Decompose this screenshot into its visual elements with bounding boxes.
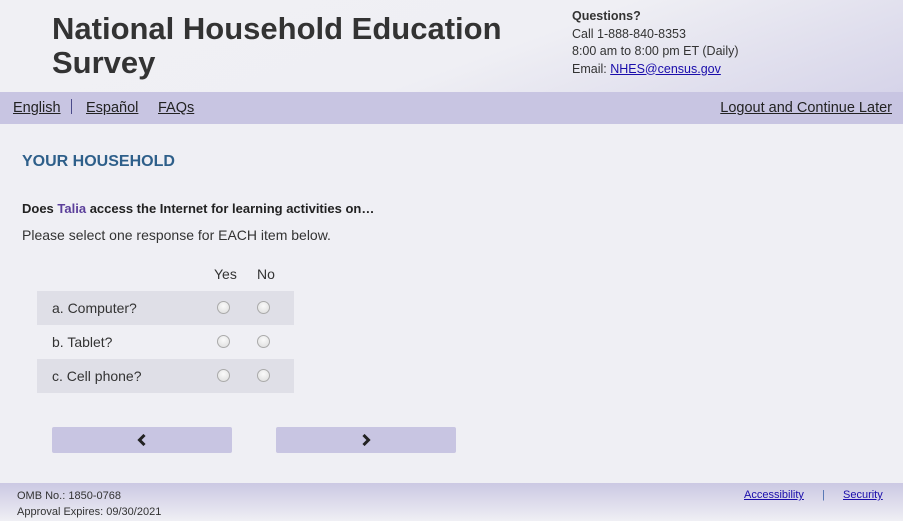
header: National Household Education Survey Quest… (0, 0, 903, 92)
instruction-text: Please select one response for EACH item… (22, 227, 331, 243)
footer-divider: | (822, 489, 825, 501)
radio-yes[interactable] (217, 369, 230, 382)
section-title: YOUR HOUSEHOLD (22, 153, 175, 170)
email-link[interactable]: NHES@census.gov (610, 61, 721, 76)
page-title: National Household Education Survey (52, 11, 502, 80)
nav-bar: English Español FAQs Logout and Continue… (0, 92, 903, 124)
contact-email-row: Email: NHES@census.gov (572, 61, 721, 76)
approval-expires: Approval Expires: 09/30/2021 (17, 505, 162, 518)
row-label: c. Cell phone? (52, 368, 142, 384)
nav-faqs-link[interactable]: FAQs (158, 100, 195, 116)
row-label: b. Tablet? (52, 334, 113, 350)
column-header-no: No (257, 266, 275, 282)
question-row: c. Cell phone? (37, 359, 294, 393)
chevron-left-icon (137, 434, 146, 446)
footer: OMB No.: 1850-0768 Approval Expires: 09/… (0, 483, 903, 521)
security-link[interactable]: Security (843, 489, 883, 501)
contact-heading: Questions? (572, 9, 641, 23)
next-button[interactable] (276, 427, 456, 453)
radio-no[interactable] (257, 301, 270, 314)
nav-english-link[interactable]: English (13, 100, 61, 116)
back-button[interactable] (52, 427, 232, 453)
nav-divider (71, 99, 72, 114)
radio-no[interactable] (257, 369, 270, 382)
logout-link[interactable]: Logout and Continue Later (720, 100, 892, 116)
question-row: b. Tablet? (37, 325, 294, 359)
radio-yes[interactable] (217, 335, 230, 348)
contact-hours: 8:00 am to 8:00 pm ET (Daily) (572, 44, 739, 58)
nav-espanol-link[interactable]: Español (86, 100, 139, 116)
contact-phone: Call 1-888-840-8353 (572, 26, 686, 41)
radio-no[interactable] (257, 335, 270, 348)
question-text: Does Talia access the Internet for learn… (22, 201, 375, 216)
chevron-right-icon (362, 434, 371, 446)
omb-number: OMB No.: 1850-0768 (17, 490, 121, 502)
accessibility-link[interactable]: Accessibility (744, 489, 804, 501)
respondent-name: Talia (57, 201, 87, 216)
column-header-yes: Yes (214, 266, 237, 282)
row-label: a. Computer? (52, 300, 137, 316)
contact-info: Questions? Call 1-888-840-8353 8:00 am t… (572, 8, 739, 78)
question-row: a. Computer? (37, 291, 294, 325)
radio-yes[interactable] (217, 301, 230, 314)
